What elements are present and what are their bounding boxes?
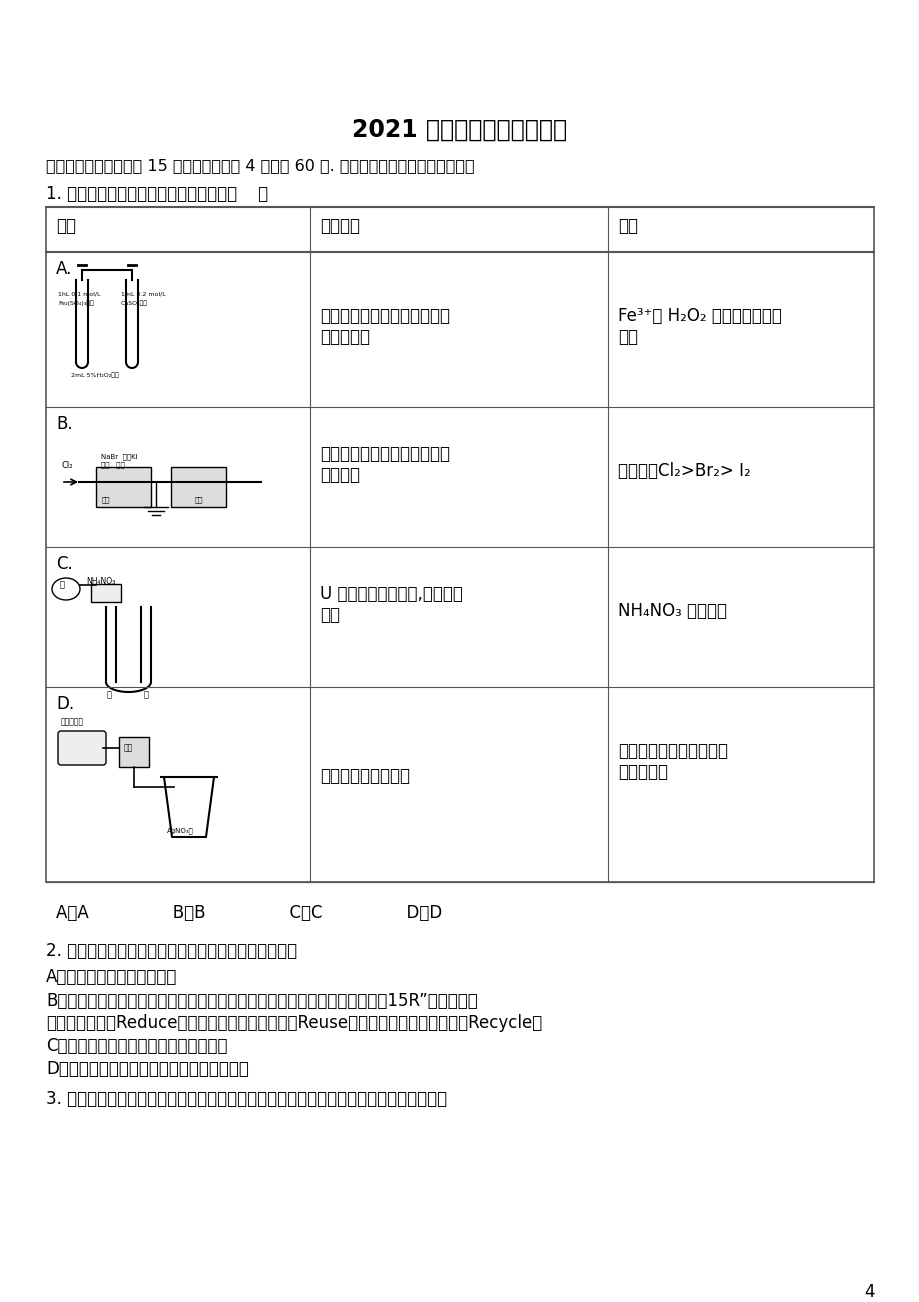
- Text: B．雾霉纪录片《穹顶之下》，提醒人们必须十分重视环境问题，提倡资源的15R”利用，即：: B．雾霉纪录片《穹顶之下》，提醒人们必须十分重视环境问题，提倡资源的15R”利用…: [46, 992, 477, 1010]
- Text: 氧化性：Cl₂>Br₂> I₂: 氧化性：Cl₂>Br₂> I₂: [618, 462, 750, 480]
- Text: 2. 化学与社会、生活密切相关。下列说法错误的是（）: 2. 化学与社会、生活密切相关。下列说法错误的是（）: [46, 943, 297, 960]
- Text: 1mL 0.2 mol/L: 1mL 0.2 mol/L: [121, 292, 165, 297]
- Text: 甲烷与氯气光照条件下发
生取代反应: 甲烷与氯气光照条件下发 生取代反应: [618, 742, 727, 781]
- Ellipse shape: [52, 578, 80, 600]
- Text: 溶液   溶液: 溶液 溶液: [101, 461, 125, 467]
- Text: 4: 4: [864, 1282, 874, 1301]
- Text: 1. 下列实验现象及所得结论均正确的是（    ）: 1. 下列实验现象及所得结论均正确的是（ ）: [46, 185, 267, 203]
- Text: 2mL 5%H₂O₂母液: 2mL 5%H₂O₂母液: [71, 372, 119, 378]
- Text: C．化石燃料完全燃烧不会造成大气污染: C．化石燃料完全燃烧不会造成大气污染: [46, 1036, 227, 1055]
- Text: 甲烷与氯气: 甲烷与氯气: [61, 717, 84, 727]
- Text: 烧杯中产生白色沉淠: 烧杯中产生白色沉淠: [320, 767, 410, 785]
- Text: 1hL 0.1 mol/L: 1hL 0.1 mol/L: [58, 292, 100, 297]
- Text: 棉花: 棉花: [102, 496, 110, 504]
- Text: 左侧棉花变为橙色，右侧棉花
变为蓝色: 左侧棉花变为橙色，右侧棉花 变为蓝色: [320, 445, 449, 484]
- Bar: [119, 737, 149, 767]
- Text: 减少资源消耗（Reduce）、增加资源的重复使用（Reuse）、提高资源的循环利用（Recycle）: 减少资源消耗（Reduce）、增加资源的重复使用（Reuse）、提高资源的循环利…: [46, 1014, 541, 1032]
- Text: 3. 实验室提供的玻璃他器有试管、导管、容量瓶、烧杯、酒精灯、表面相、玻璃棒（非玻: 3. 实验室提供的玻璃他器有试管、导管、容量瓶、烧杯、酒精灯、表面相、玻璃棒（非…: [46, 1090, 447, 1108]
- Text: 实验现象: 实验现象: [320, 217, 359, 234]
- Text: 右: 右: [143, 690, 148, 699]
- Text: 棉花: 棉花: [195, 496, 203, 504]
- Text: 光照: 光照: [124, 743, 133, 753]
- Text: 左侧试管比右侧试管中产生气
泡的速率快: 左侧试管比右侧试管中产生气 泡的速率快: [320, 307, 449, 346]
- Text: NaBr  饱和KI: NaBr 饱和KI: [101, 453, 138, 460]
- Text: A．A                B．B                C．C                D．D: A．A B．B C．C D．D: [56, 904, 442, 922]
- Text: NH₄NO₃: NH₄NO₃: [85, 577, 115, 586]
- Text: Fe₂(SO₄)₃溶液: Fe₂(SO₄)₃溶液: [58, 299, 94, 306]
- Text: 2021 届新高考化学模拟试卷: 2021 届新高考化学模拟试卷: [352, 118, 567, 142]
- Bar: [46, 207, 873, 881]
- Text: 结论: 结论: [618, 217, 637, 234]
- Text: B.: B.: [56, 415, 73, 434]
- Text: Fe³⁺对 H₂O₂ 分解的催化效果
更好: Fe³⁺对 H₂O₂ 分解的催化效果 更好: [618, 307, 781, 346]
- Bar: [91, 585, 121, 602]
- Text: U 形管左端液面下降,右端液面
上升: U 形管左端液面下降,右端液面 上升: [320, 585, 462, 624]
- Text: AgNO₃液: AgNO₃液: [167, 827, 194, 833]
- Text: NH₄NO₃ 溶解吸热: NH₄NO₃ 溶解吸热: [618, 602, 726, 620]
- Text: 水: 水: [60, 579, 65, 589]
- Bar: [171, 467, 226, 506]
- FancyBboxPatch shape: [58, 730, 106, 766]
- Text: 一、单选题（本题包括 15 个小题，每小题 4 分，共 60 分. 每小题只有一个选项符合题意）: 一、单选题（本题包括 15 个小题，每小题 4 分，共 60 分. 每小题只有一…: [46, 158, 474, 173]
- Text: A.: A.: [56, 260, 73, 279]
- Text: 左: 左: [107, 690, 111, 699]
- Text: Cl₂: Cl₂: [62, 461, 74, 470]
- Text: C.: C.: [56, 555, 73, 573]
- Bar: [96, 467, 151, 506]
- Text: D.: D.: [56, 695, 74, 713]
- Text: CaSO₄混液: CaSO₄混液: [121, 299, 148, 306]
- Text: D．中国古代用明矾溶液清洗铜镜表面的铜锈: D．中国古代用明矾溶液清洗铜镜表面的铜锈: [46, 1060, 249, 1078]
- Text: 实验: 实验: [56, 217, 76, 234]
- Text: A．蚕丝属于天然高分子材料: A．蚕丝属于天然高分子材料: [46, 967, 177, 986]
